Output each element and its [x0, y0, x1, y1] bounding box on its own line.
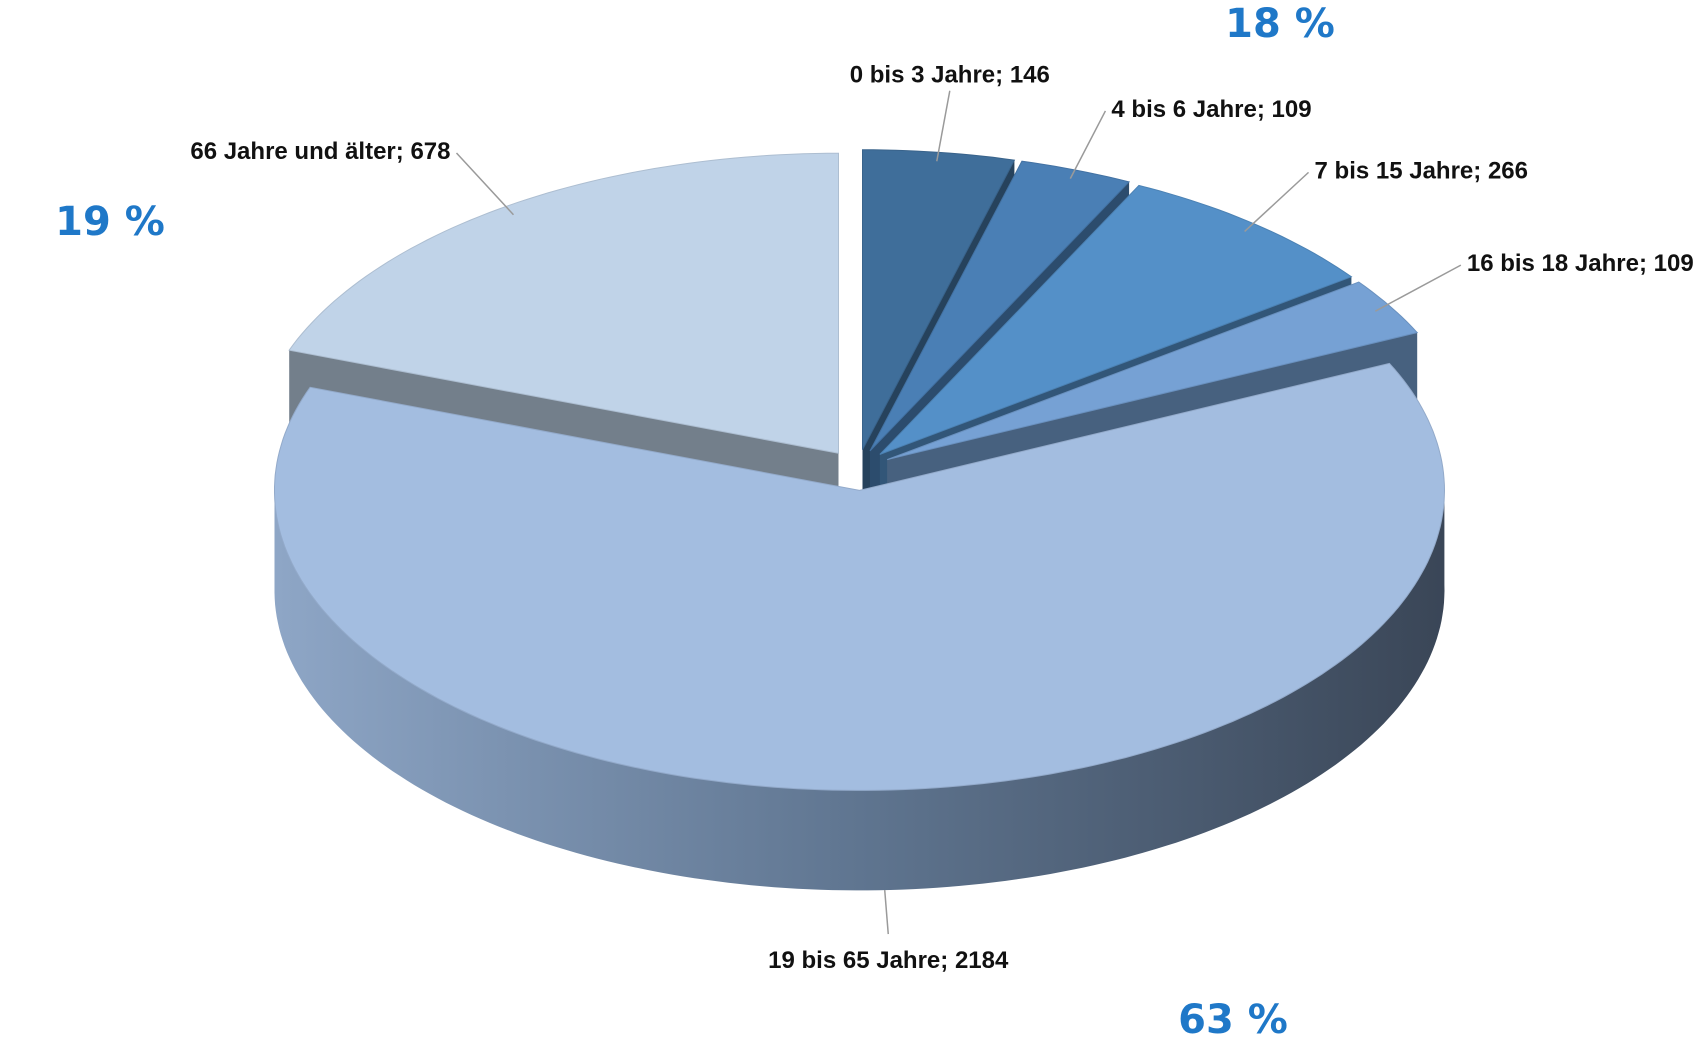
leader-line — [936, 90, 951, 162]
label-category: 4 bis 6 Jahre — [1111, 96, 1256, 123]
slice — [887, 281, 1419, 461]
label-category: 16 bis 18 Jahre — [1467, 250, 1639, 277]
label-value: 2184 — [955, 947, 1009, 974]
label-category: 66 Jahre und älter — [190, 138, 395, 165]
label-category: 7 bis 15 Jahre — [1315, 158, 1474, 185]
slice — [879, 184, 1353, 455]
label-value: 109 — [1654, 250, 1694, 277]
data-label: 66 Jahre und älter; 678 — [190, 138, 450, 165]
slice — [274, 362, 1446, 791]
leader-line — [1244, 171, 1310, 233]
label-value: 266 — [1488, 158, 1528, 185]
data-label: 19 bis 65 Jahre; 2184 — [768, 947, 1009, 974]
leader-line — [1069, 110, 1107, 179]
group-annotation: 19 % — [55, 199, 165, 245]
label-separator: ; — [396, 138, 411, 165]
label-value: 109 — [1272, 96, 1312, 123]
label-separator: ; — [1639, 250, 1654, 277]
label-category: 19 bis 65 Jahre — [768, 947, 940, 974]
leader-line — [883, 890, 890, 935]
data-label: 4 bis 6 Jahre; 109 — [1111, 96, 1311, 123]
data-labels: 0 bis 3 Jahre; 146 4 bis 6 Jahre; 109 7 bi… — [190, 62, 1693, 974]
data-label: 0 bis 3 Jahre; 146 — [850, 62, 1050, 89]
leader-line — [455, 152, 515, 216]
label-separator: ; — [1473, 158, 1488, 185]
group-annotation: 63 % — [1178, 997, 1288, 1040]
slice — [869, 160, 1131, 452]
slice-side — [274, 484, 1445, 891]
label-separator: ; — [940, 947, 955, 974]
data-label: 7 bis 15 Jahre; 266 — [1315, 158, 1528, 185]
slice-tops — [274, 149, 1446, 791]
label-value: 678 — [410, 138, 450, 165]
label-category: 0 bis 3 Jahre — [850, 62, 995, 89]
label-separator: ; — [1257, 96, 1272, 123]
leader-line — [1374, 264, 1462, 312]
label-value: 146 — [1010, 62, 1050, 89]
group-annotation: 18 % — [1225, 1, 1335, 47]
slice — [288, 152, 839, 454]
label-separator: ; — [995, 62, 1010, 89]
data-label: 16 bis 18 Jahre; 109 — [1467, 250, 1694, 277]
